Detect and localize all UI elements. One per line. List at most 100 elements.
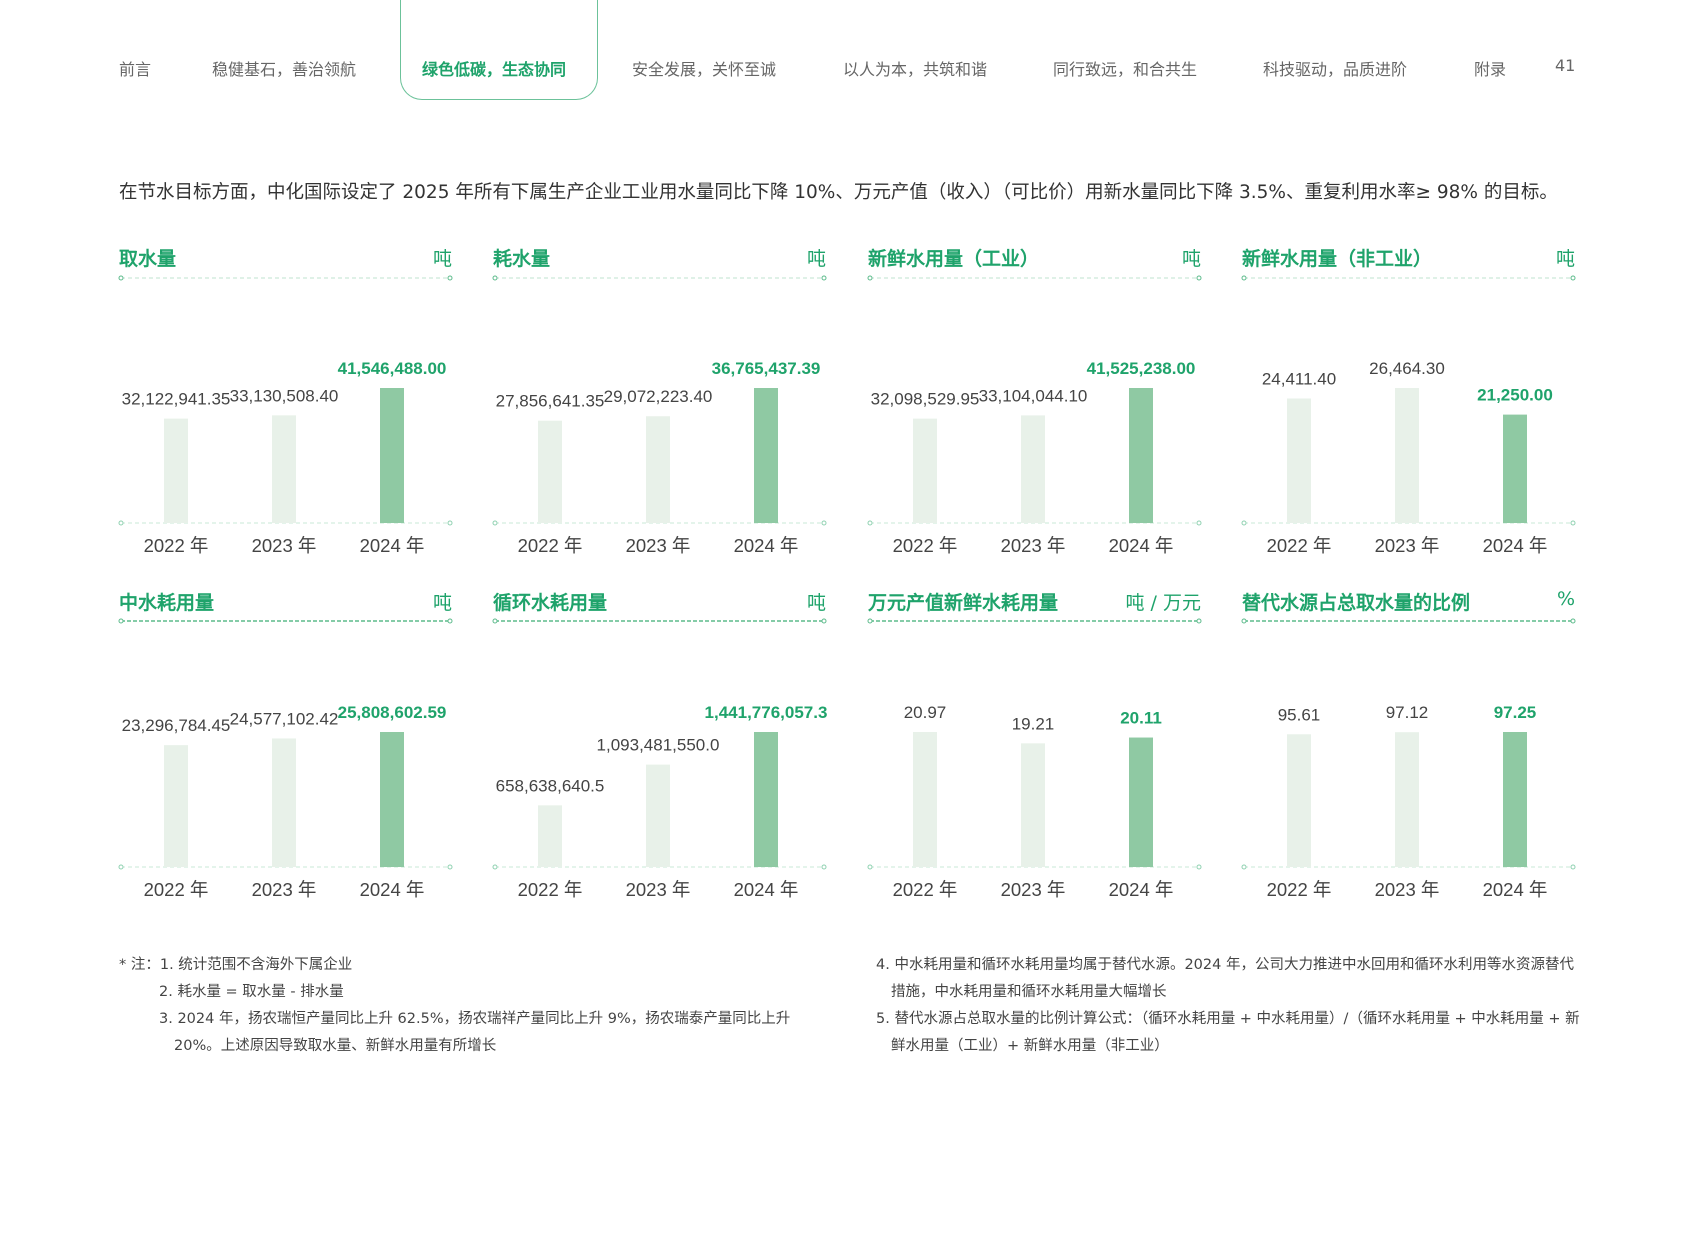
value-label: 20.97 bbox=[904, 703, 947, 722]
category-label: 2024 年 bbox=[734, 535, 799, 556]
category-label: 2022 年 bbox=[144, 535, 209, 556]
baseline-dot bbox=[1570, 864, 1576, 870]
bar bbox=[272, 738, 296, 867]
baseline-dot bbox=[492, 520, 498, 526]
separator-dot bbox=[1570, 618, 1576, 624]
chart-panel: 替代水源占总取水量的比例% 95.61 2022 年 97.12 2023 年 97.25… bbox=[1241, 588, 1576, 918]
bar bbox=[754, 388, 778, 523]
notes-left: * 注：1. 统计范围不含海外下属企业 2. 耗水量 = 取水量 - 排水量 3… bbox=[119, 952, 790, 1060]
chart-title: 取水量 bbox=[119, 248, 177, 270]
note-line: 措施，中水耗用量和循环水耗用量大幅增长 bbox=[891, 984, 1167, 1000]
bar bbox=[1129, 737, 1153, 867]
bar-chart: 24,411.40 2022 年 26,464.30 2023 年 21,250.00 2… bbox=[1241, 275, 1576, 556]
category-label: 2023 年 bbox=[626, 879, 691, 900]
value-label: 29,072,223.40 bbox=[604, 387, 713, 406]
bar-chart: 32,098,529.95 2022 年 33,104,044.10 2023 年 41… bbox=[867, 275, 1202, 556]
category-label: 2022 年 bbox=[893, 879, 958, 900]
separator-dot bbox=[447, 618, 453, 624]
chart-panel: 新鲜水用量（工业） 吨 32,098,529.95 2022 年 33,104,044.… bbox=[867, 244, 1202, 574]
value-label: 32,098,529.95 bbox=[871, 390, 980, 409]
nav-item-partners[interactable]: 同行致远，和合共生 bbox=[1053, 60, 1198, 79]
bar bbox=[913, 732, 937, 867]
chart-panel: 中水耗用量 吨 23,296,784.45 2022 年 24,577,102.42 20… bbox=[118, 588, 453, 918]
chart-title: 新鲜水用量（工业） bbox=[868, 248, 1040, 270]
chart-unit: 吨 bbox=[1181, 248, 1201, 270]
bar bbox=[164, 745, 188, 867]
value-label: 27,856,641.35 bbox=[496, 392, 605, 411]
baseline-dot bbox=[821, 520, 827, 526]
value-label: 19.21 bbox=[1012, 714, 1055, 733]
bar bbox=[1395, 732, 1419, 867]
nav-item-safety[interactable]: 安全发展，关怀至诚 bbox=[632, 60, 777, 79]
baseline-dot bbox=[118, 520, 124, 526]
bar bbox=[380, 388, 404, 523]
separator-dot bbox=[492, 618, 498, 624]
bar bbox=[1287, 398, 1311, 523]
chart-unit: 吨 / 万元 bbox=[1125, 592, 1201, 614]
chart-panel: 万元产值新鲜水耗用量吨 / 万元 20.97 2022 年 19.21 2023 年 20… bbox=[867, 588, 1202, 918]
category-label: 2023 年 bbox=[626, 535, 691, 556]
separator-dot bbox=[867, 275, 873, 281]
note-line: 20%。上述原因导致取水量、新鲜水用量有所增长 bbox=[174, 1038, 497, 1054]
separator-dot bbox=[492, 275, 498, 281]
separator-dot bbox=[1241, 275, 1247, 281]
bar bbox=[1021, 415, 1045, 523]
bar-chart: 27,856,641.35 2022 年 29,072,223.40 2023 年 36… bbox=[492, 275, 827, 556]
category-label: 2023 年 bbox=[1375, 535, 1440, 556]
value-label: 25,808,602.59 bbox=[338, 703, 447, 722]
bar bbox=[1503, 414, 1527, 523]
category-label: 2022 年 bbox=[518, 535, 583, 556]
baseline-dot bbox=[492, 864, 498, 870]
separator-dot bbox=[821, 618, 827, 624]
baseline-dot bbox=[447, 520, 453, 526]
note-line: 5. 替代水源占总取水量的比例计算公式：（循环水耗用量 + 中水耗用量）/（循环… bbox=[876, 1011, 1580, 1027]
category-label: 2022 年 bbox=[1267, 535, 1332, 556]
chart-title: 循环水耗用量 bbox=[493, 592, 608, 614]
nav-item-people[interactable]: 以人为本，共筑和谐 bbox=[843, 60, 988, 79]
top-navigation: 前言 稳健基石，善治领航 绿色低碳，生态协同 安全发展，关怀至诚 以人为本，共筑… bbox=[0, 0, 1684, 110]
nav-item-appendix[interactable]: 附录 bbox=[1474, 60, 1507, 79]
value-label: 36,765,437.39 bbox=[712, 359, 821, 378]
bar bbox=[380, 732, 404, 867]
value-label: 26,464.30 bbox=[1369, 359, 1445, 378]
category-label: 2023 年 bbox=[1001, 535, 1066, 556]
baseline-dot bbox=[821, 864, 827, 870]
value-label: 24,411.40 bbox=[1262, 369, 1336, 388]
value-label: 21,250.00 bbox=[1477, 386, 1553, 405]
note-line: 2. 耗水量 = 取水量 - 排水量 bbox=[159, 984, 344, 1000]
chart-unit: 吨 bbox=[432, 592, 452, 614]
category-label: 2022 年 bbox=[144, 879, 209, 900]
page-number: 41 bbox=[1555, 56, 1576, 75]
nav-item-preface[interactable]: 前言 bbox=[119, 60, 152, 79]
chart-unit: 吨 bbox=[1555, 248, 1575, 270]
bar bbox=[1503, 732, 1527, 867]
chart-unit: 吨 bbox=[806, 248, 826, 270]
baseline-dot bbox=[1241, 864, 1247, 870]
value-label: 41,546,488.00 bbox=[338, 359, 447, 378]
nav-item-technology[interactable]: 科技驱动，品质进阶 bbox=[1263, 60, 1408, 79]
separator-dot bbox=[118, 618, 124, 624]
nav-item-governance[interactable]: 稳健基石，善治领航 bbox=[212, 60, 357, 79]
note-line: 3. 2024 年，扬农瑞恒产量同比上升 62.5%，扬农瑞祥产量同比上升 9%… bbox=[159, 1011, 791, 1027]
category-label: 2024 年 bbox=[1483, 535, 1548, 556]
category-label: 2024 年 bbox=[1483, 879, 1548, 900]
category-label: 2023 年 bbox=[252, 535, 317, 556]
separator-dot bbox=[1196, 618, 1202, 624]
baseline-dot bbox=[118, 864, 124, 870]
baseline-dot bbox=[1196, 520, 1202, 526]
baseline-dot bbox=[867, 864, 873, 870]
nav-item-green[interactable]: 绿色低碳，生态协同 bbox=[422, 60, 567, 79]
chart-title: 替代水源占总取水量的比例 bbox=[1242, 592, 1471, 614]
separator-dot bbox=[1570, 275, 1576, 281]
chart-unit: 吨 bbox=[432, 248, 452, 270]
bar bbox=[164, 418, 188, 523]
chart-title: 中水耗用量 bbox=[119, 592, 215, 614]
bar bbox=[646, 764, 670, 867]
bar bbox=[538, 805, 562, 867]
chart-title: 新鲜水用量（非工业） bbox=[1242, 248, 1433, 270]
bar bbox=[913, 418, 937, 523]
baseline-dot bbox=[1241, 520, 1247, 526]
chart-unit: % bbox=[1556, 588, 1575, 610]
baseline-dot bbox=[867, 520, 873, 526]
category-label: 2024 年 bbox=[1109, 879, 1174, 900]
